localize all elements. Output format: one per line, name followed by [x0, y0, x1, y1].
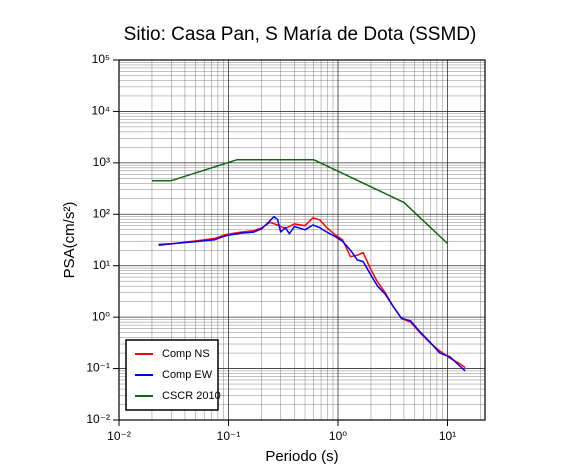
- x-axis-label: Periodo (s): [265, 448, 338, 465]
- y-tick-label: 10⁻¹: [86, 361, 110, 375]
- x-tick-label: 10⁻²: [107, 429, 131, 443]
- legend-label: Comp EW: [162, 369, 213, 381]
- legend-label: CSCR 2010: [162, 390, 221, 402]
- y-axis-label: PSA(cm/s²): [61, 202, 78, 279]
- legend-label: Comp NS: [162, 348, 210, 360]
- y-tick-label: 10⁵: [92, 52, 110, 66]
- y-tick-label: 10²: [93, 206, 110, 220]
- x-tick-label: 10⁻¹: [217, 429, 241, 443]
- y-tick-label: 10¹: [93, 258, 110, 272]
- series-line: [152, 158, 449, 245]
- y-tick-label: 10⁻²: [86, 412, 110, 426]
- series-line: [158, 215, 466, 372]
- y-tick-label: 10⁰: [92, 309, 110, 323]
- y-tick-label: 10⁴: [91, 104, 110, 118]
- plot-frame: [118, 59, 486, 421]
- y-tick-label: 10³: [93, 155, 110, 169]
- chart-title: Sitio: Casa Pan, S María de Dota (SSMD): [124, 24, 477, 45]
- x-tick-label: 10⁰: [329, 429, 347, 443]
- x-tick-label: 10¹: [439, 429, 456, 443]
